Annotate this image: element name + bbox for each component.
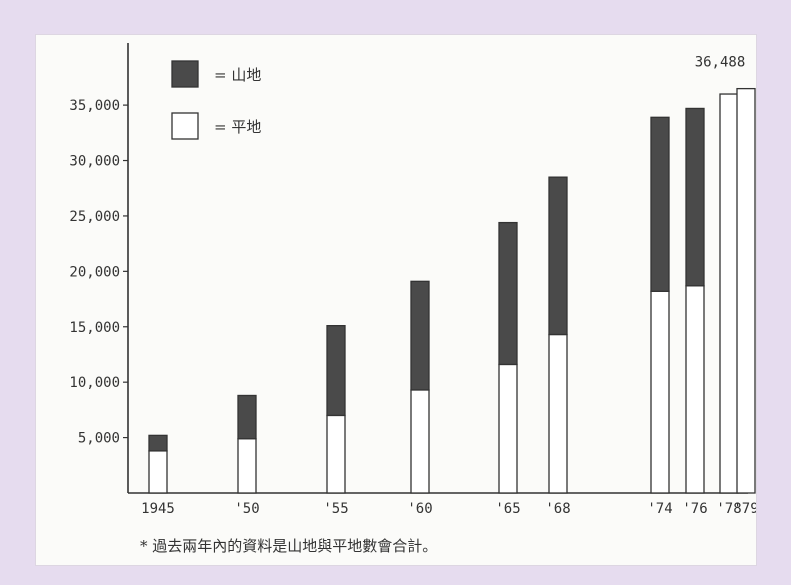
footnote: * 過去兩年內的資料是山地與平地數會合計。	[140, 537, 437, 555]
bar-mountain-2	[326, 325, 346, 417]
x-tick-label: '79	[733, 501, 756, 517]
bar-plain-9	[736, 87, 756, 494]
legend: = 山地 = 平地	[171, 60, 261, 140]
y-tick-label: 5,000	[78, 431, 120, 447]
y-tick-label: 10,000	[69, 375, 120, 391]
axes	[127, 43, 748, 494]
y-ticks: 5,000 10,000 15,000 20,000 25,000 30,000 35,00…	[69, 98, 128, 447]
bar-mountain-7	[685, 107, 705, 287]
bar-mountain-0	[148, 434, 168, 452]
y-tick-label: 35,000	[69, 98, 120, 114]
bar-plain-4	[498, 363, 518, 494]
legend-label: = 平地	[214, 118, 261, 136]
bar-plain-6	[650, 290, 670, 494]
y-tick-label: 25,000	[69, 209, 120, 225]
bar-mountain-6	[650, 116, 670, 292]
bar-plain-5	[548, 333, 568, 494]
y-tick-label: 20,000	[69, 264, 120, 280]
bar-mountain-1	[237, 394, 257, 440]
bar-plain-1	[237, 438, 257, 494]
bar-mountain-5	[548, 176, 568, 336]
bar-plain-8	[719, 93, 739, 494]
x-tick-label: '74	[647, 501, 672, 517]
annotation-36488: 36,488	[695, 55, 746, 71]
x-tick-label: '50	[234, 501, 259, 517]
legend-swatch-plain	[171, 112, 199, 140]
y-tick-label: 30,000	[69, 154, 120, 170]
x-tick-label: 1945	[141, 501, 175, 517]
x-tick-label: '68	[545, 501, 570, 517]
bar-plain-3	[410, 389, 430, 494]
bar-plain-2	[326, 414, 346, 494]
legend-label: = 山地	[214, 66, 261, 84]
x-tick-label: '60	[407, 501, 432, 517]
bar-plain-0	[148, 450, 168, 494]
y-tick-label: 15,000	[69, 320, 120, 336]
bar-plain-7	[685, 285, 705, 494]
legend-swatch-mountain	[171, 60, 199, 88]
bar-mountain-3	[410, 280, 430, 391]
chart-paper: 5,000 10,000 15,000 20,000 25,000 30,000 35,00…	[36, 35, 756, 565]
x-ticks: 1945 '50 '55 '60 '65 '68 '74 '76 '78'79	[141, 501, 756, 517]
x-tick-label: '76	[682, 501, 707, 517]
x-tick-label: '55	[323, 501, 348, 517]
x-tick-label: '65	[495, 501, 520, 517]
bars	[148, 87, 756, 494]
x-tick-label: '78	[716, 501, 741, 517]
stacked-bar-chart: 5,000 10,000 15,000 20,000 25,000 30,000 35,00…	[69, 43, 756, 555]
bar-mountain-4	[498, 221, 518, 366]
